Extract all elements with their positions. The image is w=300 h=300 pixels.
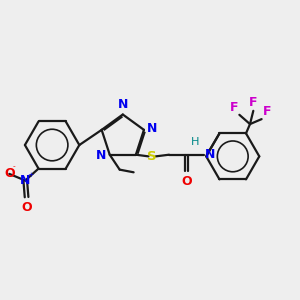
Text: F: F xyxy=(263,105,272,118)
Text: N: N xyxy=(205,148,215,161)
Text: N: N xyxy=(96,149,106,162)
Text: O: O xyxy=(21,201,32,214)
Text: -: - xyxy=(13,164,15,169)
Text: F: F xyxy=(230,101,238,114)
Text: H: H xyxy=(191,137,199,147)
Text: N: N xyxy=(20,174,30,187)
Text: N: N xyxy=(118,98,128,111)
Text: O: O xyxy=(181,175,192,188)
Text: O: O xyxy=(4,167,15,180)
Text: F: F xyxy=(249,96,258,109)
Text: +: + xyxy=(27,172,33,178)
Text: N: N xyxy=(147,122,158,135)
Text: S: S xyxy=(147,150,157,163)
